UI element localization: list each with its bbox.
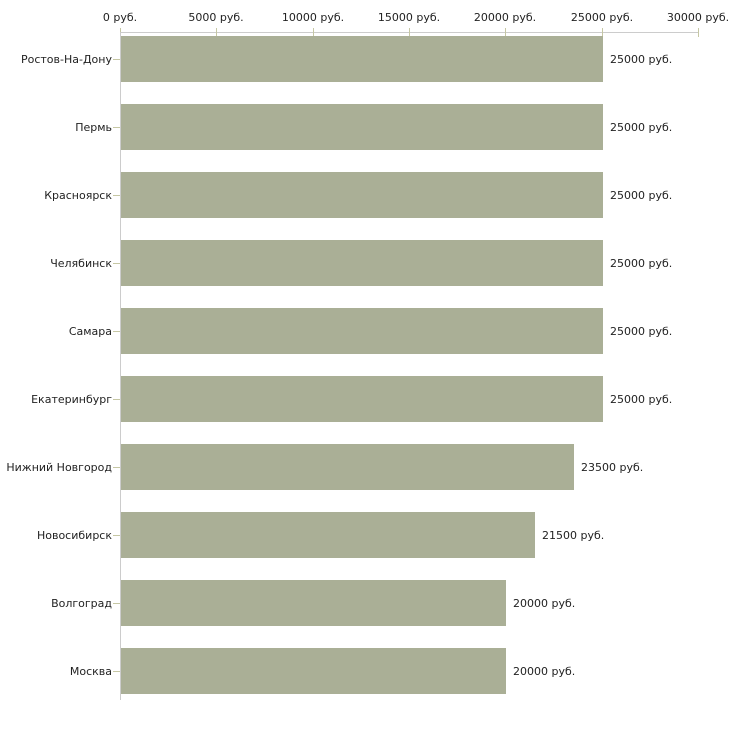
category-label: Новосибирск bbox=[36, 528, 112, 542]
category-label: Самара bbox=[68, 324, 112, 338]
category-label: Пермь bbox=[75, 120, 112, 134]
bar bbox=[121, 512, 535, 558]
x-tick-label: 30000 руб. bbox=[666, 11, 730, 24]
bar bbox=[121, 172, 603, 218]
value-label: 25000 руб. bbox=[610, 52, 673, 66]
bar bbox=[121, 240, 603, 286]
x-tick-label: 15000 руб. bbox=[377, 11, 441, 24]
x-tick-label: 20000 руб. bbox=[473, 11, 537, 24]
y-axis-line bbox=[120, 32, 121, 700]
y-tick-mark bbox=[113, 603, 120, 604]
bar bbox=[121, 308, 603, 354]
y-tick-mark bbox=[113, 467, 120, 468]
category-label: Красноярск bbox=[44, 188, 112, 202]
bar bbox=[121, 104, 603, 150]
y-tick-mark bbox=[113, 263, 120, 264]
y-tick-mark bbox=[113, 671, 120, 672]
value-label: 25000 руб. bbox=[610, 392, 673, 406]
x-tick-mark bbox=[698, 28, 699, 37]
category-label: Екатеринбург bbox=[31, 392, 112, 406]
category-label: Волгоград bbox=[51, 596, 112, 610]
category-label: Ростов-На-Дону bbox=[20, 52, 112, 66]
y-tick-mark bbox=[113, 399, 120, 400]
x-tick-label: 0 руб. bbox=[102, 11, 138, 24]
x-tick-label: 10000 руб. bbox=[281, 11, 345, 24]
y-tick-mark bbox=[113, 195, 120, 196]
value-label: 25000 руб. bbox=[610, 120, 673, 134]
value-label: 20000 руб. bbox=[513, 664, 576, 678]
x-tick-mark bbox=[216, 28, 217, 37]
x-tick-label: 25000 руб. bbox=[570, 11, 634, 24]
x-tick-mark bbox=[313, 28, 314, 37]
x-tick-label: 5000 руб. bbox=[188, 11, 244, 24]
x-tick-mark bbox=[602, 28, 603, 37]
x-tick-mark bbox=[409, 28, 410, 37]
bar bbox=[121, 648, 506, 694]
y-tick-mark bbox=[113, 127, 120, 128]
bar bbox=[121, 376, 603, 422]
bar bbox=[121, 36, 603, 82]
y-tick-mark bbox=[113, 331, 120, 332]
category-label: Челябинск bbox=[50, 256, 112, 270]
y-tick-mark bbox=[113, 59, 120, 60]
x-tick-mark bbox=[505, 28, 506, 37]
value-label: 25000 руб. bbox=[610, 324, 673, 338]
value-label: 25000 руб. bbox=[610, 188, 673, 202]
bar bbox=[121, 580, 506, 626]
value-label: 25000 руб. bbox=[610, 256, 673, 270]
value-label: 20000 руб. bbox=[513, 596, 576, 610]
value-label: 23500 руб. bbox=[581, 460, 644, 474]
category-label: Москва bbox=[69, 664, 112, 678]
y-tick-mark bbox=[113, 535, 120, 536]
category-label: Нижний Новгород bbox=[6, 460, 112, 474]
value-label: 21500 руб. bbox=[542, 528, 605, 542]
bar bbox=[121, 444, 574, 490]
